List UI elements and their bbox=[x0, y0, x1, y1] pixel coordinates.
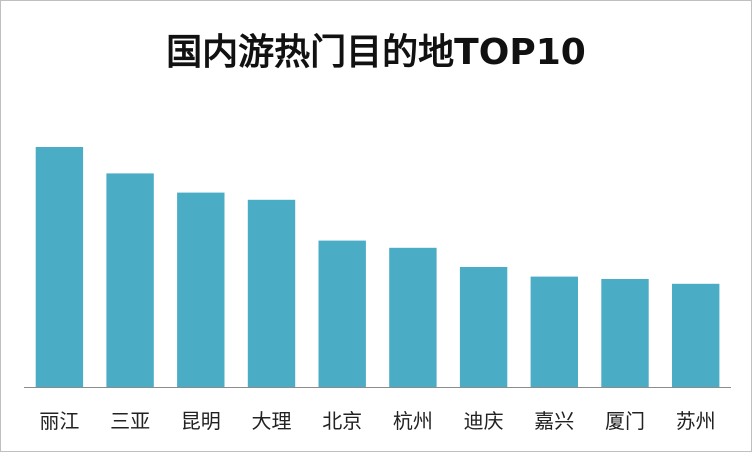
x-tick-label: 苏州 bbox=[676, 409, 716, 433]
x-tick-label: 三亚 bbox=[110, 409, 150, 433]
bar-1 bbox=[35, 147, 84, 387]
bar-6 bbox=[389, 247, 437, 387]
x-tick-label: 杭州 bbox=[393, 409, 433, 433]
bar-9 bbox=[601, 279, 649, 387]
x-tick-label: 厦门 bbox=[605, 409, 645, 433]
x-tick-label: 北京 bbox=[322, 409, 362, 433]
bar-4 bbox=[247, 199, 296, 387]
bar-2 bbox=[106, 173, 154, 387]
chart-title: 国内游热门目的地TOP10 bbox=[166, 32, 586, 73]
x-tick-label: 丽江 bbox=[39, 409, 79, 433]
bar-10 bbox=[672, 283, 720, 387]
x-tick-label: 迪庆 bbox=[464, 409, 504, 433]
bar-3 bbox=[177, 192, 225, 387]
bar-8 bbox=[530, 276, 578, 387]
x-tick-label: 大理 bbox=[252, 409, 292, 433]
x-tick-label: 昆明 bbox=[181, 409, 221, 433]
bar-5 bbox=[318, 240, 366, 387]
bar-7 bbox=[459, 267, 508, 387]
x-tick-label: 嘉兴 bbox=[534, 409, 574, 433]
